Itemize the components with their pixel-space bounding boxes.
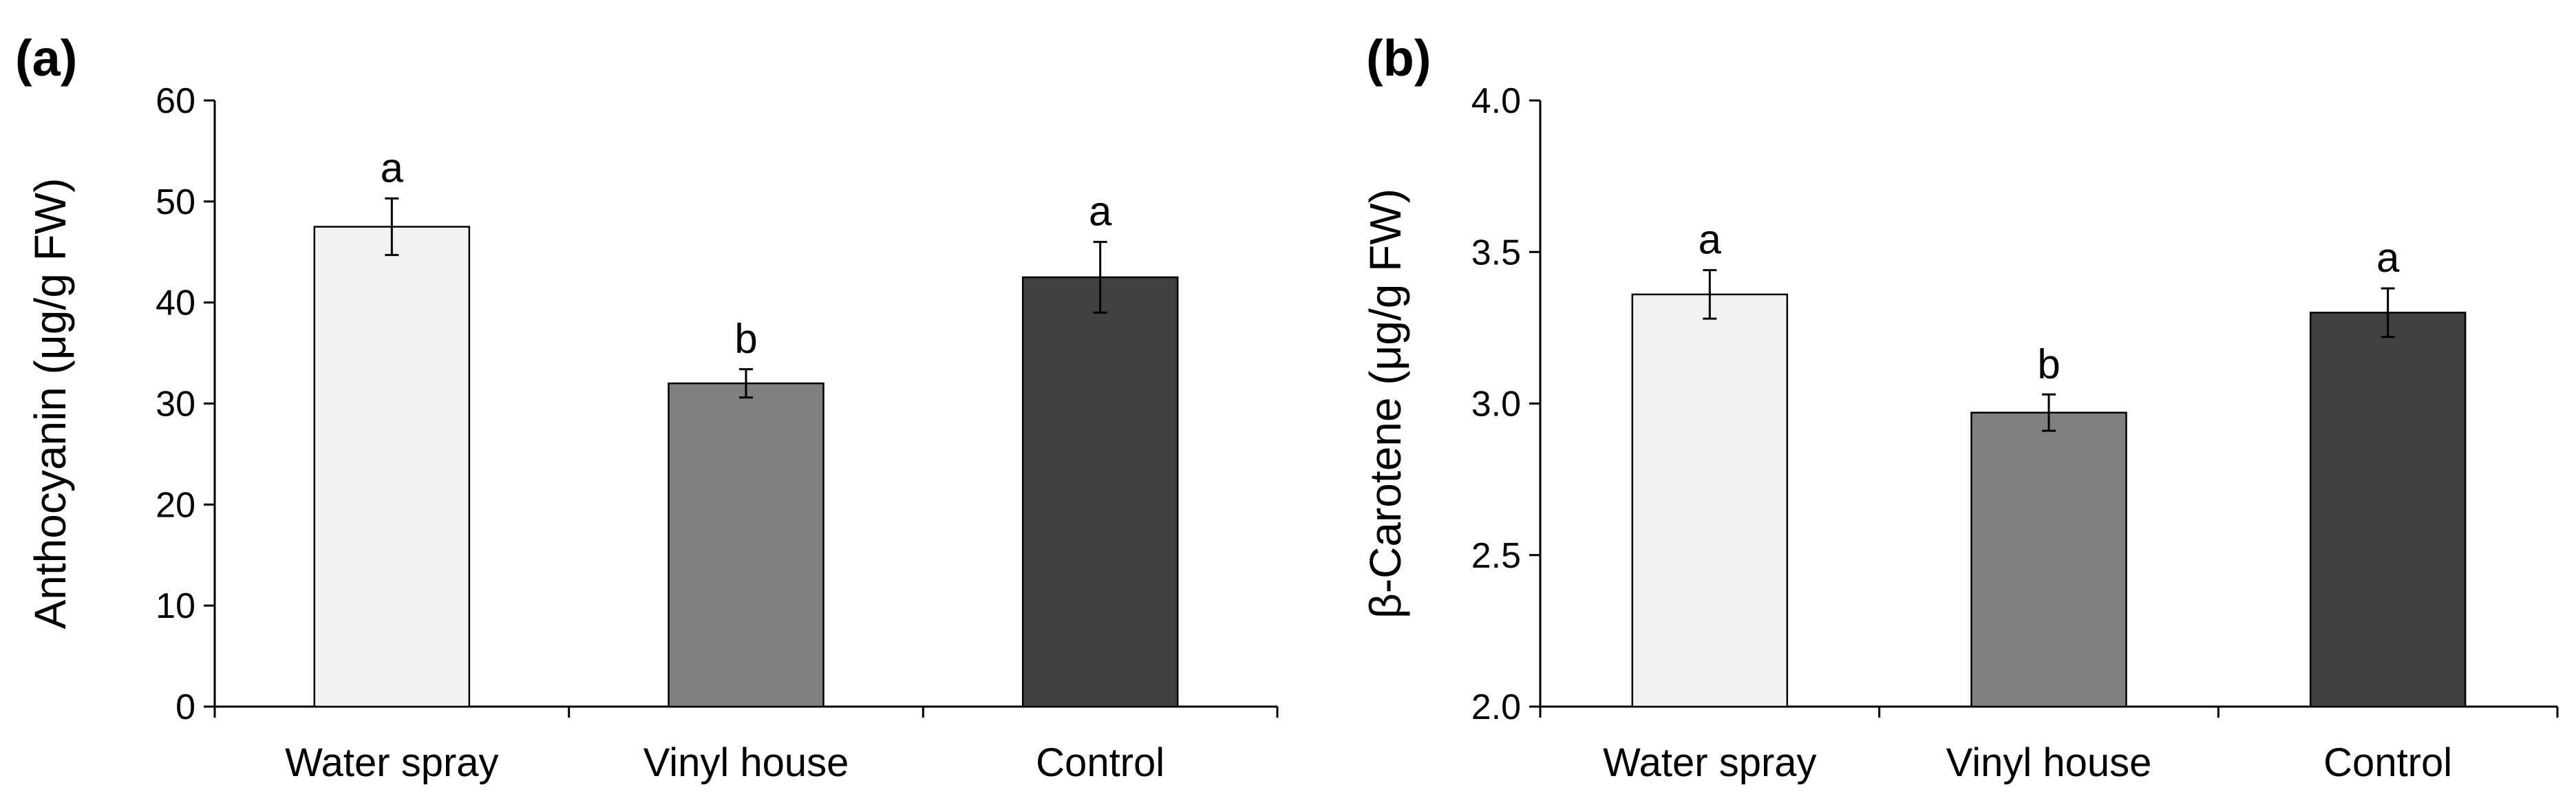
y-tick-label: 3.5: [1471, 233, 1521, 272]
y-tick-label: 40: [156, 283, 195, 323]
panel-b: (b) β-Carotene (μg/g FW) 2.0 2.5 3.0 3.5 4.0 a W…: [1361, 30, 2559, 785]
y-tick-label: 30: [156, 385, 195, 425]
panel-a: (a) Anthocyanin (μg/g FW) 0 10 20 30 40 50 60 a Wa…: [15, 30, 1279, 785]
bar: [1970, 411, 2127, 708]
x-tick-label: Vinyl house: [1946, 740, 2152, 785]
y-tick-label: 2.5: [1471, 536, 1521, 576]
y-tick-label: 60: [156, 81, 195, 121]
x-tick-label: Control: [2323, 740, 2452, 785]
y-tick-label: 50: [156, 182, 195, 222]
x-tick-label: Water spray: [1603, 740, 1816, 785]
bar: [1021, 276, 1179, 708]
y-axis-title: β-Carotene (μg/g FW): [1361, 189, 1410, 619]
significance-letter: a: [1699, 217, 1722, 263]
y-tick-label: 10: [156, 586, 195, 626]
y-tick-label: 4.0: [1471, 81, 1521, 121]
bar: [313, 226, 471, 708]
y-axis-title: Anthocyanin (μg/g FW): [25, 178, 75, 630]
y-tick-label: 2.0: [1471, 687, 1521, 727]
x-tick-label: Vinyl house: [643, 740, 849, 785]
y-tick-label: 3.0: [1471, 385, 1521, 425]
y-tick-label: 0: [175, 687, 195, 727]
y-tick-label: 20: [156, 485, 195, 525]
bar: [2309, 312, 2467, 708]
significance-letter: a: [381, 144, 404, 191]
x-tick-label: Water spray: [285, 740, 498, 785]
panel-label: (b): [1366, 30, 1431, 87]
x-tick-label: Control: [1036, 740, 1164, 785]
significance-letter: b: [734, 316, 757, 362]
panel-label: (a): [15, 30, 77, 87]
significance-letter: a: [2376, 235, 2400, 281]
significance-letter: a: [1089, 189, 1112, 235]
bar: [668, 382, 824, 708]
significance-letter: b: [2037, 341, 2060, 387]
bar: [1631, 293, 1789, 708]
